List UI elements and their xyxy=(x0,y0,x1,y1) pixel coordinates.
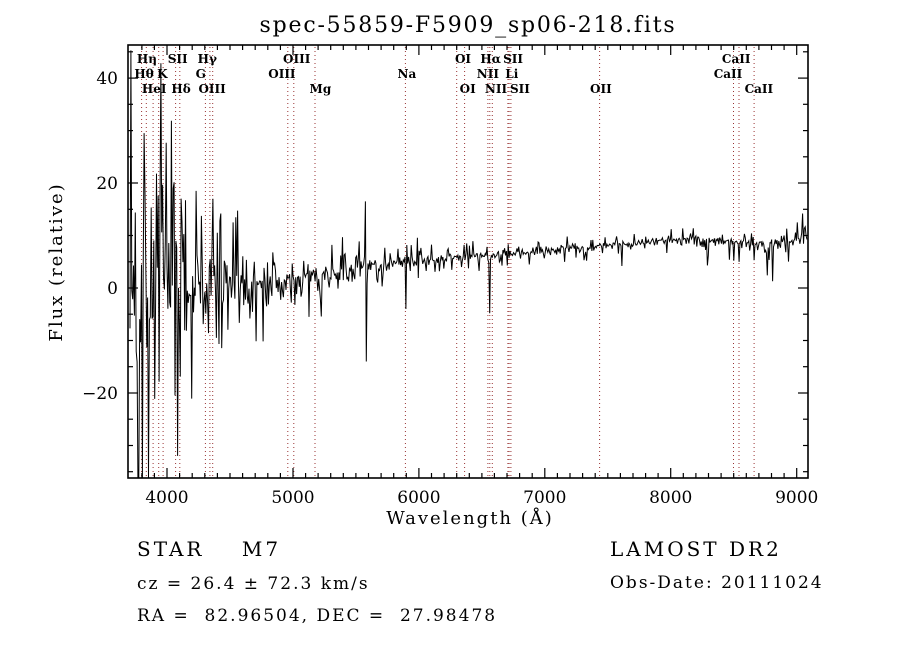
spectral-line-label: Hδ xyxy=(171,82,190,96)
spectral-line-label: Hη xyxy=(137,52,157,66)
cz-value: cz = 26.4 ± 72.3 km/s xyxy=(137,574,370,594)
spectral-line-label: SII xyxy=(503,52,523,66)
spectral-line-label: Hγ xyxy=(198,52,217,66)
spectral-line-label: OIII xyxy=(283,52,311,66)
spectral-line-label: Li xyxy=(505,67,518,81)
spectral-line-label: OI xyxy=(460,82,476,96)
survey-label: LAMOST DR2 xyxy=(610,537,782,561)
y-tick-label: 40 xyxy=(96,69,118,89)
spectral-line-label: OI xyxy=(455,52,471,66)
spectral-line-label: Hθ xyxy=(134,67,153,81)
y-tick-label: 20 xyxy=(96,174,118,194)
x-tick-label: 4000 xyxy=(145,488,188,508)
spectral-line-label: CaII xyxy=(745,82,774,96)
plot-frame xyxy=(127,44,809,479)
spectral-line-label: OIII xyxy=(268,67,296,81)
spectrum-trace-group xyxy=(129,50,808,478)
spectral-line-label: G xyxy=(196,67,206,81)
x-tick-label: 9000 xyxy=(775,488,818,508)
x-tick-label: 5000 xyxy=(271,488,314,508)
object-class-label: STAR M7 xyxy=(137,537,281,561)
spectral-line-label: Hα xyxy=(480,52,501,66)
spectral-line-label: NII xyxy=(485,82,508,96)
spectral-line-label: K xyxy=(157,67,168,81)
y-tick-label: 0 xyxy=(107,279,118,299)
spectral-line-label: OII xyxy=(590,82,612,96)
spectral-line-label: HeI xyxy=(142,82,167,96)
spectral-line-label: CaII xyxy=(722,52,751,66)
spectral-line-label: CaII xyxy=(714,67,743,81)
y-tick-label: −20 xyxy=(82,384,118,404)
spectral-line-label: Mg xyxy=(310,82,332,96)
obs-date-label: Obs-Date: 20111024 xyxy=(610,573,824,593)
ra-dec-value: RA = 82.96504, DEC = 27.98478 xyxy=(137,606,497,626)
x-tick-label: 8000 xyxy=(649,488,692,508)
x-tick-label: 6000 xyxy=(397,488,440,508)
spectral-line-label: Na xyxy=(398,67,417,81)
x-axis-label: Wavelength (Å) xyxy=(386,507,554,529)
chart-title: spec-55859-F5909_sp06-218.fits xyxy=(260,13,677,38)
spectral-line-label: SII xyxy=(510,82,530,96)
spectral-line-label: OIII xyxy=(198,82,226,96)
y-axis-label: Flux (relative) xyxy=(46,182,67,341)
spectral-line-label: SII xyxy=(168,52,188,66)
x-tick-label: 7000 xyxy=(523,488,566,508)
axes-ticks: 4000 5000 6000 7000 8000 9000 −20 0 20 40 xyxy=(82,45,818,508)
spectrum-trace xyxy=(129,50,808,478)
spectral-line-label: NII xyxy=(477,67,500,81)
